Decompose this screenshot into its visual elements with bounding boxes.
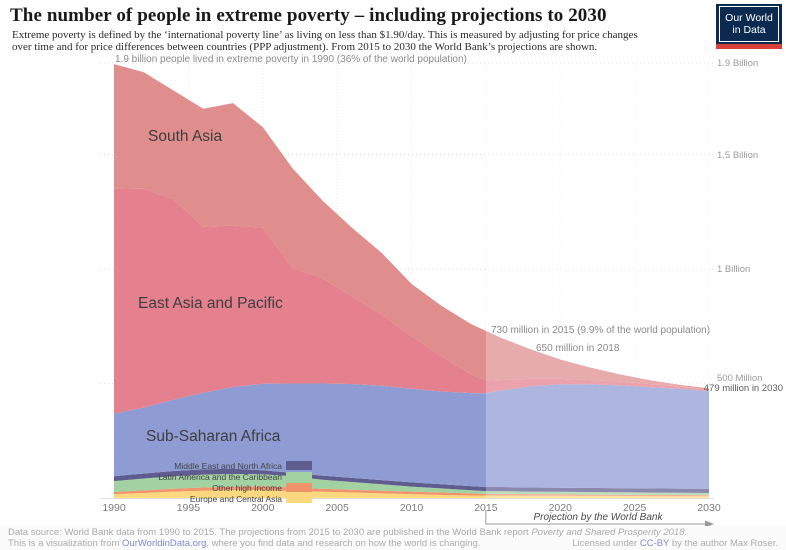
legend-label: Middle East and North Africa — [174, 460, 282, 471]
x-axis-tick-label: 2030 — [697, 502, 721, 514]
area-label-east-asia-and-pacific: East Asia and Pacific — [138, 295, 283, 312]
owid-logo: Our World in Data — [716, 4, 782, 49]
area-middle-east-and-north-africa — [114, 468, 709, 493]
legend-label: Other high Income — [212, 482, 282, 493]
x-axis-tick-label: 1990 — [102, 502, 126, 514]
owid-logo-line1: Our World — [725, 11, 773, 24]
chart-subtitle-line2: over time and for price differences betw… — [12, 41, 598, 53]
cc-by-link[interactable]: CC-BY — [639, 538, 670, 549]
footer-source-text: Data source: World Bank data from 1990 t… — [8, 527, 688, 538]
y-axis-tick-label: 500 Million — [717, 372, 763, 384]
projection-bracket-line — [485, 510, 712, 525]
area-latin-america-and-the-caribbean — [114, 474, 709, 496]
y-axis-tick-label: 1 Billion — [717, 264, 751, 276]
area-europe-and-central-asia — [114, 490, 709, 498]
area-other-high-income — [114, 486, 709, 497]
note-2018: 650 million in 2018 — [536, 343, 620, 354]
owid-logo-line2: in Data — [732, 24, 766, 36]
owid-logo-stripe — [716, 44, 782, 49]
note-1990: 1.9 billion people lived in extreme pove… — [115, 54, 467, 65]
chart-footer: Data source: World Bank data from 1990 t… — [0, 526, 786, 550]
note-2030: 479 million in 2030 — [703, 383, 783, 394]
legend-label: Latin America and the Caribbean — [158, 471, 282, 482]
note-2015: 730 million in 2015 (9.9% of the world p… — [491, 325, 711, 336]
footer-license-text: Licensed under CC-BY by the author Max R… — [572, 538, 778, 549]
legend-swatch — [286, 494, 312, 503]
footer-report-title: Poverty and Shared Prosperity 2018. — [531, 527, 688, 538]
legend-item: Other high Income — [20, 482, 312, 493]
page-title: The number of people in extreme poverty … — [10, 5, 607, 26]
x-axis-tick-label: 2000 — [251, 502, 275, 514]
x-axis-tick-label: 2025 — [622, 502, 647, 514]
x-axis-tick-label: 2015 — [474, 502, 498, 514]
area-label-south-asia: South Asia — [148, 128, 223, 145]
x-axis-tick-label: 1995 — [176, 502, 201, 514]
area-label-sub-saharan-africa: Sub-Saharan Africa — [146, 428, 281, 445]
projection-bracket-label: Projection by the World Bank — [533, 512, 663, 523]
x-axis-tick-label: 2010 — [399, 502, 424, 514]
legend-item: Latin America and the Caribbean — [20, 471, 312, 482]
area-sub-saharan-africa — [114, 383, 709, 489]
legend-swatch — [286, 461, 312, 470]
y-axis-tick-label: 1.9 Billion — [717, 57, 759, 69]
area-east-asia-and-pacific — [114, 188, 709, 414]
projection-bracket-arrow — [705, 520, 714, 528]
chart-subtitle-line1: Extreme poverty is defined by the ‘inter… — [12, 29, 638, 41]
footer-attribution-text: This is a visualization from OurWorldinD… — [8, 538, 481, 549]
y-axis-tick-label: 1.5 Billion — [717, 149, 759, 161]
legend-label: Europe and Central Asia — [189, 493, 282, 504]
legend-swatch — [286, 472, 312, 481]
x-axis-tick-label: 2020 — [548, 502, 572, 514]
legend-item: Middle East and North Africa — [20, 460, 312, 471]
x-axis-tick-label: 2005 — [325, 502, 349, 514]
area-south-asia — [114, 64, 709, 390]
legend-swatch — [286, 483, 312, 492]
chart-legend: Middle East and North Africa Latin Americ… — [20, 460, 312, 504]
projection-overlay — [485, 62, 709, 498]
legend-item: Europe and Central Asia — [20, 493, 312, 504]
owid-link[interactable]: OurWorldinData.org — [122, 538, 207, 549]
